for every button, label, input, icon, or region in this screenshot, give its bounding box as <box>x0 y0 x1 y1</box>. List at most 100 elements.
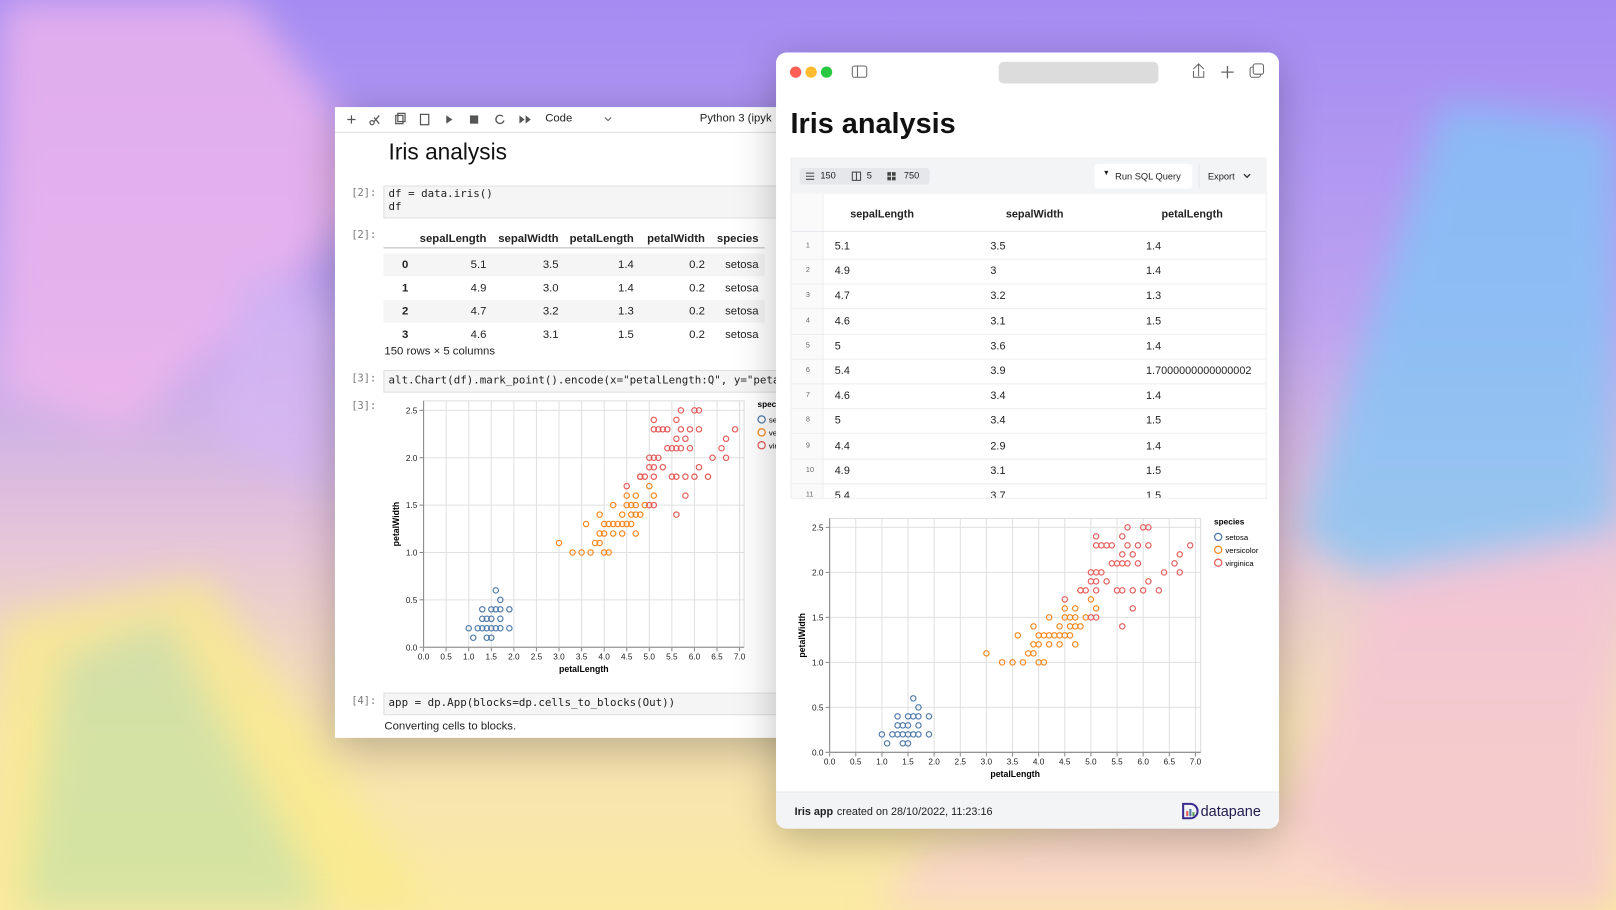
scatter-point <box>673 416 680 424</box>
share-icon[interactable] <box>1192 63 1205 78</box>
y-tick-label: 1.0 <box>812 658 824 667</box>
column-header: sepalLength <box>419 232 487 246</box>
table-cell: 3.5 <box>542 258 559 272</box>
copy-icon[interactable] <box>395 114 404 125</box>
scatter-point <box>1045 614 1053 621</box>
scatter-point <box>582 520 590 528</box>
scatter-point <box>677 407 685 414</box>
table-cell: 1.4 <box>1146 439 1162 453</box>
code-cell[interactable]: alt.Chart(df).mark_point().encode(x="pet… <box>383 369 820 393</box>
scatter-point <box>1056 641 1063 648</box>
x-tick-label: 6.0 <box>689 653 701 662</box>
table-cell: 1.4 <box>1146 265 1162 278</box>
zoom-button[interactable] <box>820 66 833 78</box>
scatter-point <box>1092 533 1100 540</box>
scatter-point <box>673 445 680 452</box>
scatter-point <box>691 473 698 480</box>
fast-forward-icon[interactable] <box>519 115 531 124</box>
table-cell: 4.9 <box>834 464 850 477</box>
scatter-point <box>650 492 658 499</box>
legend-title: species <box>757 400 788 409</box>
row-number: 5 <box>805 341 810 350</box>
scatter-point <box>998 659 1006 666</box>
scatter-point <box>650 454 658 461</box>
scatter-point <box>894 731 901 738</box>
minimize-button[interactable] <box>805 66 817 78</box>
x-axis-title: petalLength <box>990 769 1040 779</box>
code-cell[interactable]: app = dp.App(blocks=dp.cells_to_blocks(O… <box>383 692 820 716</box>
x-tick-label: 6.0 <box>1137 758 1149 767</box>
scatter-point <box>1092 587 1100 594</box>
run-icon[interactable] <box>446 115 453 124</box>
scatter-point <box>497 606 504 613</box>
scatter-point <box>1176 551 1184 558</box>
table-cell: 3.0 <box>542 281 559 295</box>
export-button[interactable]: Export <box>1198 163 1260 189</box>
row-number: 9 <box>805 441 810 449</box>
cut-icon[interactable] <box>369 119 375 126</box>
scatter-point <box>609 501 617 509</box>
table-cell: 1.5 <box>1146 414 1162 428</box>
restart-icon[interactable] <box>495 114 505 125</box>
legend-swatch <box>757 428 766 437</box>
table-cell: 1.4 <box>1146 389 1162 403</box>
table-cell: setosa <box>725 305 759 318</box>
paste-icon[interactable] <box>419 113 430 126</box>
table-stats <box>799 167 930 185</box>
column-header: sepalLength <box>850 208 914 221</box>
row-border <box>791 358 1266 360</box>
app-name: Iris app <box>794 805 834 819</box>
notebook-chart: 0.0 0.5 1.0 1.5 2.0 2.5 3.0 3.5 4.0 4.5 5.0 5.5 6.0 6… <box>391 400 802 674</box>
close-button[interactable] <box>789 66 802 78</box>
x-tick-label: 1.0 <box>876 758 888 767</box>
scatter-point <box>668 473 676 480</box>
cell-type-select[interactable]: Code <box>545 112 573 125</box>
scatter-point <box>677 445 685 452</box>
created-text: created on 28/10/2022, 11:23:16 <box>836 805 993 819</box>
code-line: alt.Chart(df).mark_point().encode(x="pet… <box>388 374 786 387</box>
kernel-name[interactable]: Python 3 (ipyk <box>699 112 772 125</box>
column-header: sepalWidth <box>498 232 559 246</box>
scatter-point <box>682 435 689 443</box>
scatter-point <box>904 740 912 747</box>
add-icon[interactable] <box>347 115 356 124</box>
scatter-point <box>1077 623 1084 630</box>
table-cell: 4.6 <box>834 314 850 328</box>
scatter-point <box>1035 641 1042 648</box>
scatter-point <box>650 463 658 471</box>
address-bar[interactable] <box>998 61 1159 84</box>
cell-output-text: Converting cells to blocks. <box>384 720 517 733</box>
y-tick-label: 2.5 <box>406 406 418 415</box>
table-cell: 1.5 <box>1146 489 1162 499</box>
scatter-point <box>1056 623 1063 630</box>
sidebar-icon[interactable] <box>851 65 868 78</box>
table-cell: 3.2 <box>542 305 559 318</box>
scatter-point <box>623 520 630 528</box>
cell-count: 750 <box>903 170 920 181</box>
row-number: 2 <box>805 267 810 275</box>
x-tick-label: 4.5 <box>1059 758 1071 767</box>
scatter-point <box>1139 587 1147 594</box>
new-tab-icon[interactable] <box>1221 65 1234 79</box>
y-axis-title: petalWidth <box>391 502 401 547</box>
x-tick-label: 2.5 <box>531 653 543 662</box>
table-cell: 4.9 <box>834 265 850 278</box>
scatter-point <box>1045 632 1053 639</box>
row-stripe <box>383 253 765 277</box>
x-tick-label: 0.0 <box>418 653 430 662</box>
scatter-point <box>492 587 500 594</box>
x-tick-label: 5.5 <box>666 653 678 662</box>
run-sql-button[interactable]: ▼ Run SQL Query <box>1094 163 1193 189</box>
code-cell[interactable]: df = data.iris() df <box>383 185 820 219</box>
x-tick-label: 5.0 <box>644 653 656 662</box>
x-tick-label: 7.0 <box>1190 758 1202 767</box>
scatter-point <box>596 511 603 518</box>
button-label: Export <box>1207 171 1235 182</box>
scatter-point <box>1056 632 1063 639</box>
stop-icon[interactable] <box>469 115 479 124</box>
dropdown-chevron[interactable] <box>604 117 612 122</box>
scatter-point <box>618 520 626 528</box>
scatter-point <box>664 426 671 433</box>
table-cell: 1.4 <box>618 258 634 272</box>
y-tick-label: 2.0 <box>812 568 824 577</box>
